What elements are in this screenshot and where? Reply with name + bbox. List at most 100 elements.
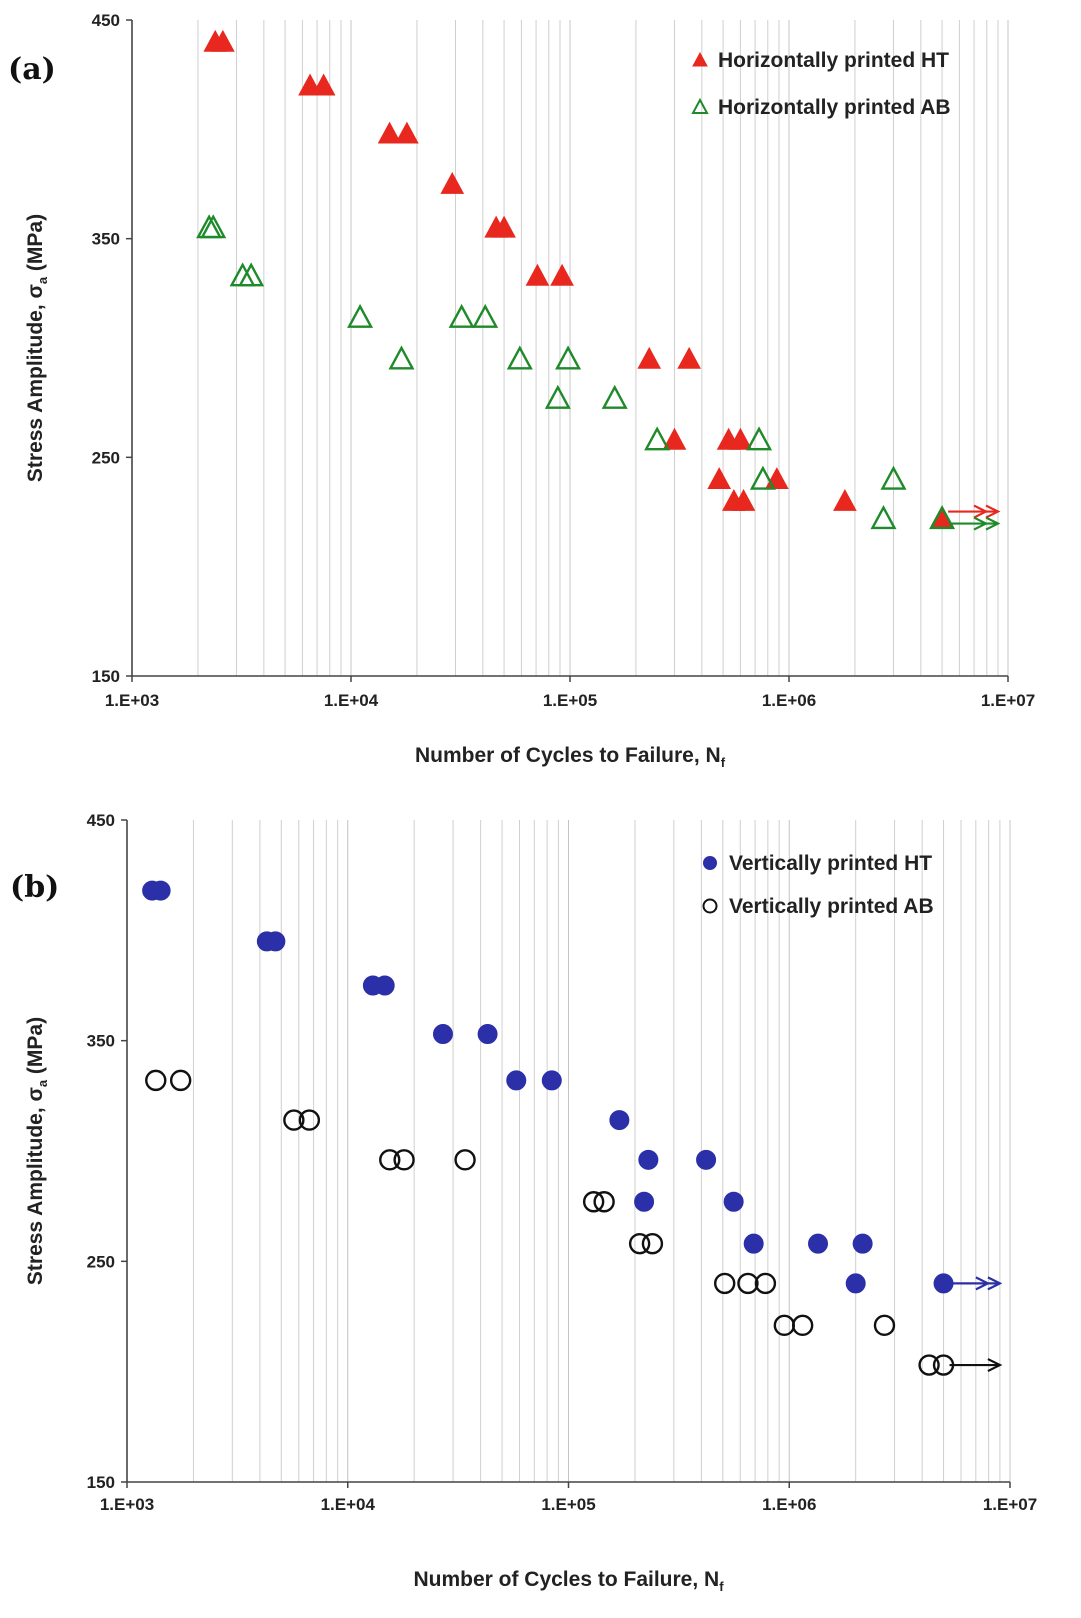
chart-b: 150 250 350 450 1.E+03 1.E+04 1.E+05 1.E+06 1.E+… [24, 811, 1037, 1594]
data-point [845, 1273, 866, 1294]
data-point [754, 1272, 777, 1295]
data-point [395, 121, 419, 144]
runout-arrow-head [973, 516, 989, 531]
data-point [731, 489, 756, 511]
data-point [749, 465, 776, 490]
data-point [374, 975, 395, 996]
data-point [728, 427, 753, 450]
x-axis-title: Number of Cycles to Failure, Nf [415, 744, 726, 770]
y-axis-title: Stress Amplitude, σa (MPa) [24, 1017, 50, 1285]
data-point [737, 1272, 759, 1295]
x-tick-label: 1.E+03 [105, 691, 159, 710]
data-point [791, 1314, 814, 1337]
data-point [388, 345, 415, 370]
y-axis-title-main: Stress Amplitude, σ [24, 1087, 47, 1285]
chart-a: 150 250 350 450 1.E+03 1.E+04 1.E+05 1.E+06 1.E+… [24, 11, 1035, 770]
data-point [472, 303, 499, 328]
data-point [492, 215, 516, 238]
data-point [933, 1273, 954, 1294]
data-point [852, 1233, 873, 1254]
x-tick-label: 1.E+07 [983, 1495, 1037, 1514]
x-tick-label: 1.E+05 [543, 691, 597, 710]
data-point [593, 1191, 615, 1213]
series-2 [145, 1069, 955, 1376]
y-tick-label: 250 [92, 448, 120, 467]
data-point [918, 1354, 940, 1376]
data-point [929, 505, 956, 530]
y-axis-title-unit: (MPa) [24, 1017, 47, 1080]
data-point [550, 263, 574, 286]
y-tick-label: 350 [87, 1032, 115, 1051]
data-point [582, 1191, 605, 1213]
runout-arrow-head [987, 1276, 1003, 1291]
runout-arrow-head [973, 504, 989, 519]
runout-arrow [949, 1358, 1003, 1373]
legend-label: Horizontally printed HT [718, 49, 949, 72]
data-point [644, 426, 671, 451]
x-axis-title-sub: f [721, 755, 726, 770]
data-point [746, 426, 773, 451]
data-point [628, 1232, 651, 1255]
data-point [833, 489, 857, 511]
data-point [662, 427, 687, 450]
data-point [145, 1069, 167, 1092]
y-axis-title: Stress Amplitude, σa (MPa) [24, 214, 50, 482]
x-axis-title-sub: f [719, 1579, 724, 1594]
data-point [873, 1314, 896, 1337]
data-point [311, 73, 336, 96]
data-point [432, 1024, 453, 1045]
panel-label-b: (b) [10, 870, 60, 905]
data-point [634, 1191, 655, 1212]
y-tick-label: 150 [87, 1473, 115, 1492]
series-1 [142, 880, 954, 1294]
gridlines [197, 20, 1009, 676]
legend-marker [703, 856, 717, 870]
y-axis-title-main: Stress Amplitude, σ [24, 284, 47, 482]
legend-marker [691, 97, 709, 114]
series-2 [196, 214, 956, 530]
runout-arrow [949, 1276, 1003, 1291]
x-tick-label: 1.E+07 [981, 691, 1035, 710]
legend-label: Vertically printed HT [729, 852, 932, 875]
data-point [609, 1110, 630, 1131]
data-point [440, 171, 465, 194]
data-point [265, 931, 286, 952]
data-point [773, 1314, 796, 1337]
y-axis-title-unit: (MPa) [24, 214, 47, 277]
data-point [932, 1354, 955, 1376]
runout-arrow-head [987, 1358, 1003, 1373]
data-point [696, 1149, 717, 1170]
y-tick-label: 250 [87, 1252, 115, 1271]
data-point [541, 1070, 562, 1091]
data-point [743, 1233, 764, 1254]
x-tick-label: 1.E+04 [324, 691, 379, 710]
data-point [169, 1069, 192, 1092]
data-point [506, 1070, 527, 1091]
data-point [638, 1149, 659, 1170]
runout-arrow-head [975, 1276, 991, 1291]
legend: Horizontally printed HT Horizontally prin… [691, 49, 951, 119]
data-point [238, 262, 265, 287]
data-point [707, 467, 732, 490]
data-point [677, 346, 701, 369]
legend-marker [702, 898, 718, 914]
data-point [641, 1232, 664, 1255]
panel-label-a: (a) [8, 52, 56, 87]
legend-label: Horizontally printed AB [718, 96, 951, 119]
y-tick-label: 350 [92, 230, 120, 249]
legend-label: Vertically printed AB [729, 895, 934, 918]
data-point [637, 346, 662, 369]
x-tick-label: 1.E+03 [100, 1495, 154, 1514]
data-point [150, 880, 171, 901]
data-point [723, 1191, 744, 1212]
gridlines [192, 820, 1011, 1482]
data-point [211, 29, 235, 52]
data-point [347, 303, 374, 328]
data-point [870, 505, 897, 530]
data-point [525, 263, 550, 286]
data-point [196, 214, 223, 239]
x-axis-title: Number of Cycles to Failure, Nf [413, 1568, 724, 1594]
data-point [393, 1149, 415, 1171]
data-point [555, 345, 582, 370]
data-point [506, 345, 533, 370]
